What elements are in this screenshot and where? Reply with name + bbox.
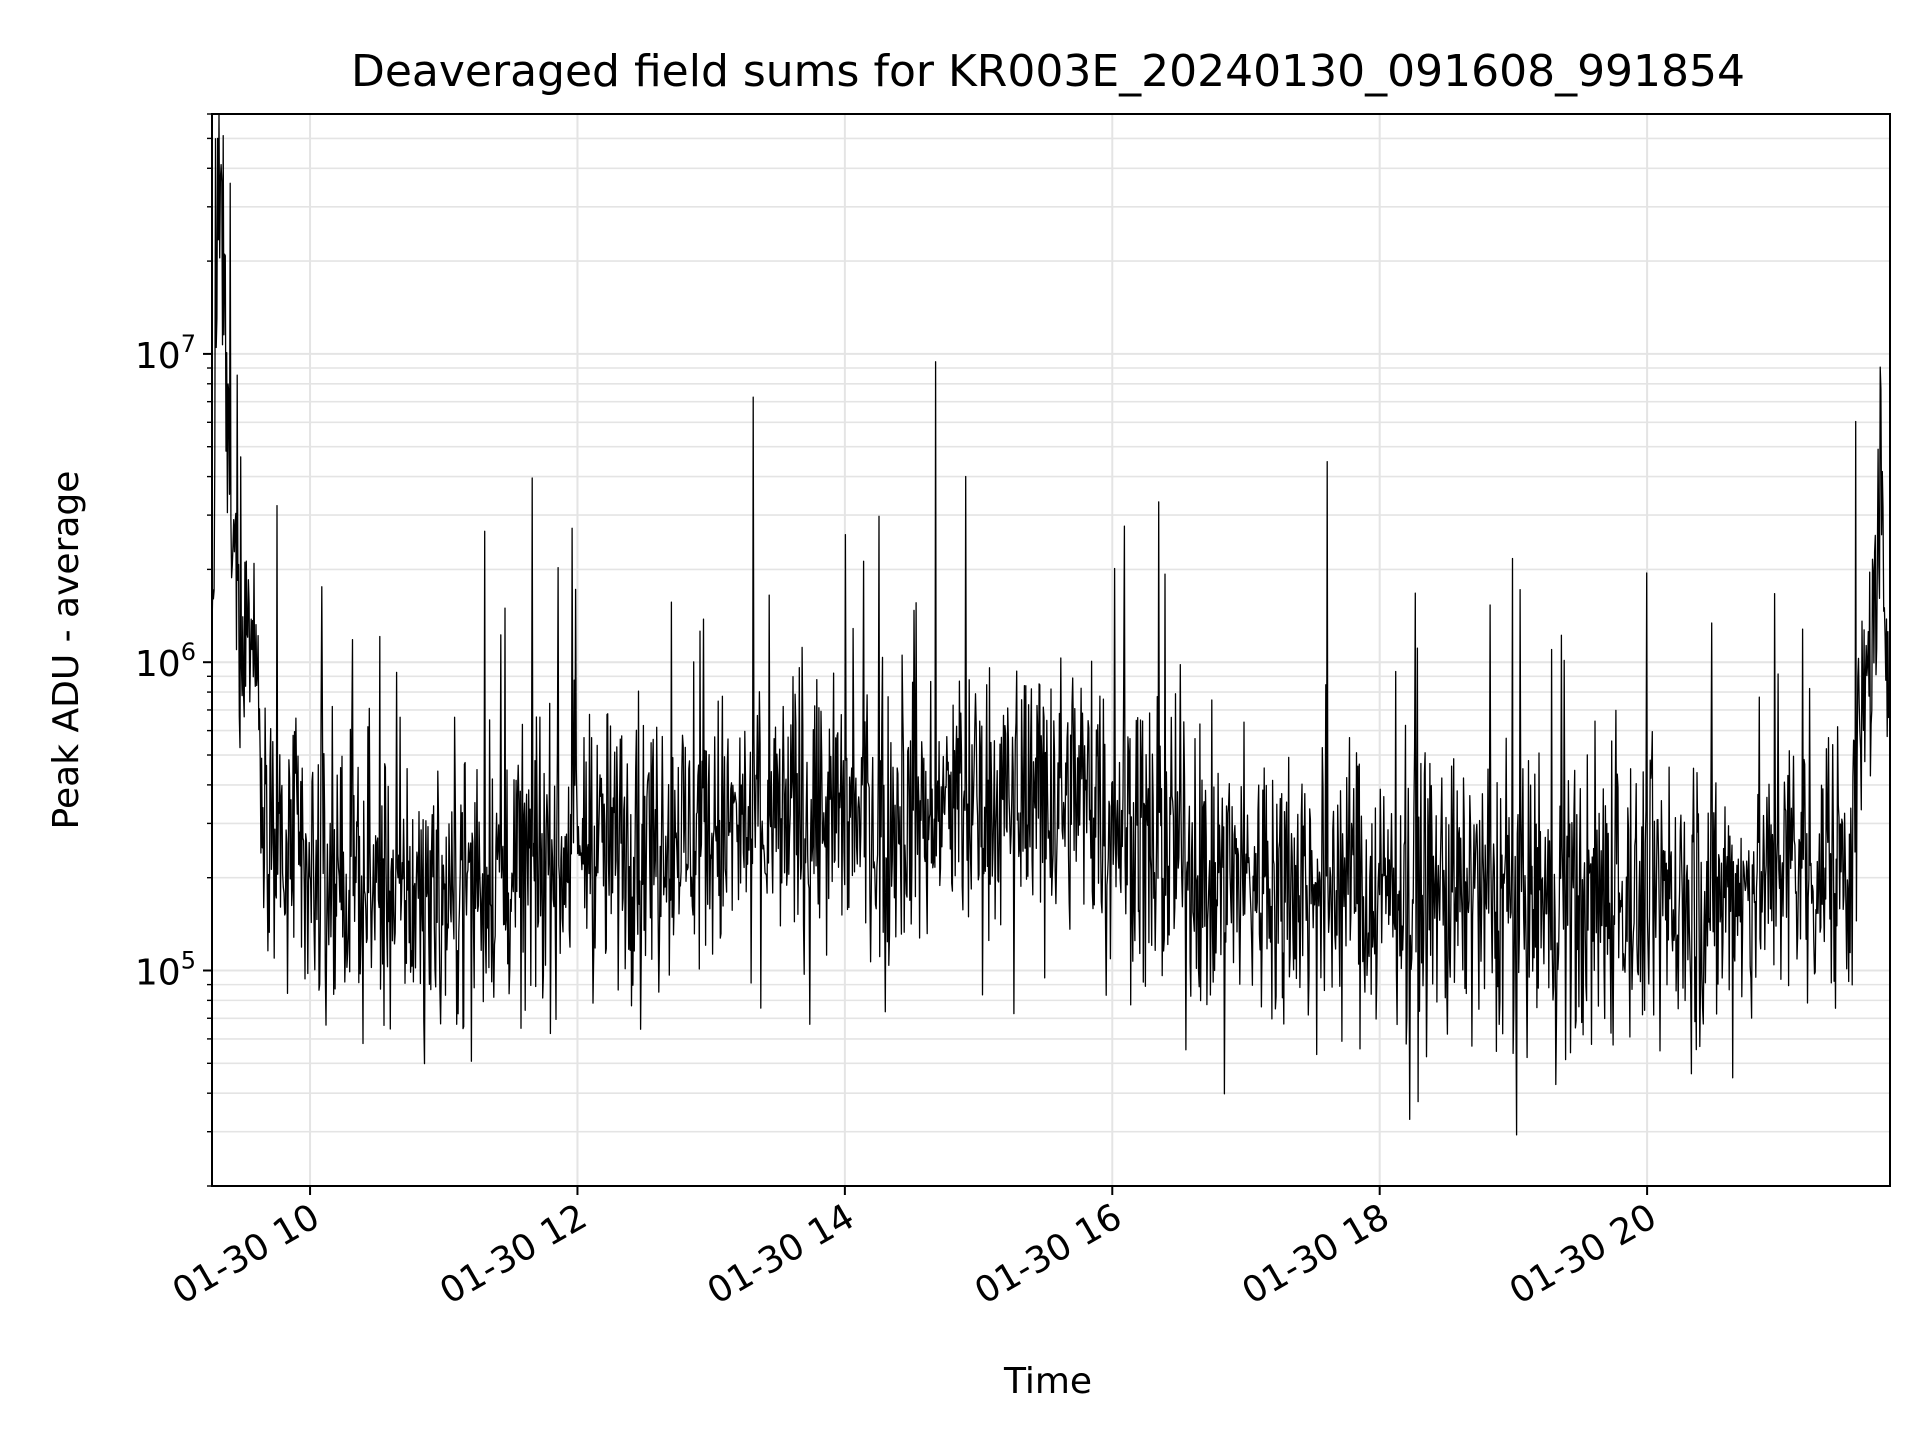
axis-ticks bbox=[203, 113, 1649, 1195]
x-axis-label: Time bbox=[1003, 1361, 1092, 1402]
chart-title: Deaveraged field sums for KR003E_2024013… bbox=[351, 46, 1745, 97]
plot-frame bbox=[211, 113, 1891, 1187]
plot-area bbox=[203, 113, 1891, 1195]
series-line bbox=[211, 113, 1891, 1136]
y-tick-label: 107 bbox=[135, 330, 196, 377]
y-tick-label: 106 bbox=[135, 638, 196, 685]
y-tick-label: 105 bbox=[135, 947, 196, 994]
y-axis-label: Peak ADU - average bbox=[46, 471, 87, 830]
